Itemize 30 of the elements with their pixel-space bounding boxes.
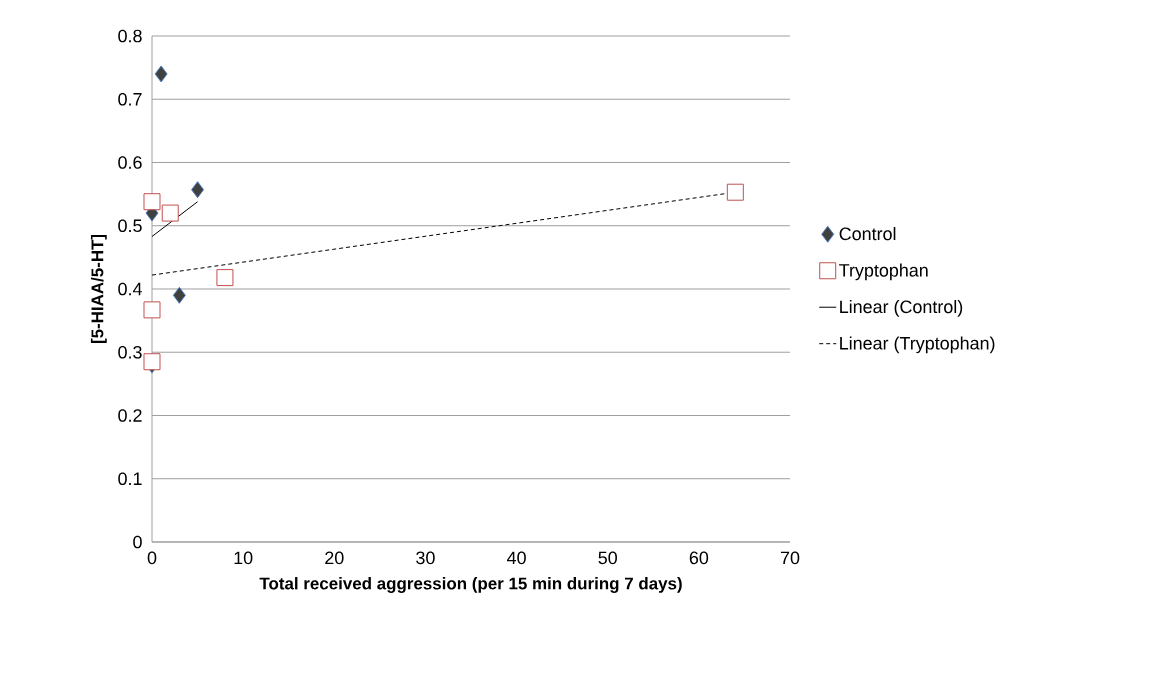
x-tick-label: 30	[416, 551, 435, 565]
point	[172, 286, 186, 304]
y-tick-label: 0.3	[118, 345, 142, 359]
x-tick-label: 0	[147, 551, 157, 565]
y-tick-label: 0.2	[118, 409, 142, 422]
y-tick-label: 0	[133, 535, 142, 549]
x-tick-label: 40	[507, 551, 526, 565]
y-axis-title: [5-HIAA/5-HT]	[90, 234, 107, 344]
point	[154, 65, 168, 83]
y-tick-label: 0.6	[118, 156, 142, 169]
x-tick-label: 10	[234, 551, 253, 565]
y-tick-label: 0.4	[118, 282, 142, 296]
y-tick-label: 0.8	[118, 29, 142, 43]
x-tick-label: 70	[780, 551, 800, 565]
y-tick-label: 0.7	[118, 92, 142, 106]
y-tick-label: 0.5	[118, 219, 142, 233]
x-tick-label: 50	[598, 551, 617, 565]
point	[726, 183, 744, 201]
legend-label: Control	[839, 227, 896, 241]
y-tick-label: 0.1	[118, 472, 142, 486]
point	[161, 204, 179, 222]
x-tick-label: 20	[325, 551, 344, 565]
legend-label: Tryptophan	[839, 263, 928, 281]
x-tick-label: 60	[689, 551, 709, 565]
legend-label: Linear (Tryptophan)	[840, 336, 995, 354]
point	[191, 181, 205, 199]
legend-label: Linear (Control)	[840, 299, 963, 317]
point	[143, 193, 161, 211]
x-axis-title: Total received aggression (per 15 min during 7 days)	[259, 577, 682, 593]
point	[143, 301, 161, 319]
